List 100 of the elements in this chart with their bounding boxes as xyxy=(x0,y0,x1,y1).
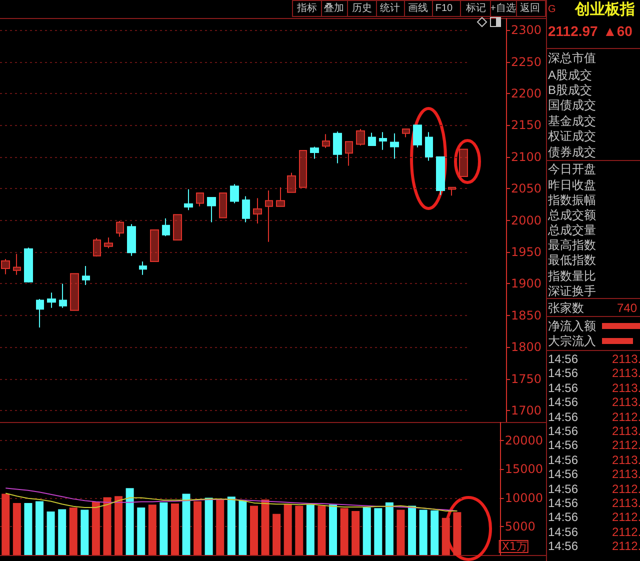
y-tick-label: 1750 xyxy=(511,372,542,386)
text: 2112.97 xyxy=(548,23,598,39)
text: 指数量比 xyxy=(548,269,596,283)
candlestick xyxy=(24,247,33,283)
candlestick xyxy=(459,148,468,178)
text: 2113. xyxy=(612,452,640,467)
candlestick xyxy=(448,186,456,196)
y-tick-label: 1850 xyxy=(511,308,542,322)
candlestick xyxy=(390,132,399,160)
bar xyxy=(272,514,281,555)
text: 深证换手 xyxy=(548,284,596,298)
y-tick-label: 5000 xyxy=(504,519,536,534)
text: 2113. xyxy=(612,380,640,395)
bar xyxy=(182,494,190,555)
bar xyxy=(46,512,55,555)
candlestick xyxy=(402,128,410,138)
candlestick xyxy=(93,238,101,257)
text: 14:56 xyxy=(548,395,578,410)
candlestick xyxy=(196,192,204,207)
bar xyxy=(24,502,32,555)
y-tick-label: 15000 xyxy=(504,462,544,476)
candlestick xyxy=(287,172,296,193)
bar xyxy=(261,500,270,555)
text: 历史 xyxy=(352,3,372,15)
bar xyxy=(227,496,236,555)
text: G xyxy=(548,4,556,16)
text: 昨日收盘 xyxy=(548,178,596,192)
text: 14:56 xyxy=(548,452,578,467)
text: B股成交 xyxy=(548,83,592,97)
text: 14:56 xyxy=(548,410,578,424)
candlestick xyxy=(242,196,250,223)
text: 2112. xyxy=(612,410,640,424)
bar xyxy=(12,502,21,555)
bar xyxy=(419,510,428,555)
text: 14:56 xyxy=(548,539,578,554)
bar xyxy=(396,510,405,555)
y-axis-title: X1万 xyxy=(502,540,528,553)
bar xyxy=(80,510,89,555)
candlestick xyxy=(368,132,376,146)
candlestick xyxy=(356,128,365,146)
bar xyxy=(137,508,146,555)
candlestick xyxy=(47,292,56,308)
candlestick xyxy=(1,258,10,275)
y-tick-label: 2250 xyxy=(511,54,542,69)
bar xyxy=(36,501,44,555)
candlestick xyxy=(139,261,147,276)
candlestick xyxy=(82,265,90,286)
text: 深总市值 xyxy=(548,51,596,65)
text: 2113. xyxy=(612,366,640,380)
y-tick-label: 1700 xyxy=(511,404,542,418)
text: 指数振幅 xyxy=(548,193,596,207)
bar xyxy=(170,504,179,555)
bar xyxy=(92,502,100,555)
bar xyxy=(362,508,371,555)
text: 14:56 xyxy=(548,352,578,366)
text: 14:56 xyxy=(548,424,578,438)
text: 总成交额 xyxy=(548,208,596,222)
text: 净流入额 xyxy=(548,319,596,333)
text: 14:56 xyxy=(548,438,578,452)
bar xyxy=(408,506,416,555)
bar xyxy=(2,494,10,555)
text: 2112. xyxy=(612,524,640,539)
text: 创业板指 xyxy=(575,1,635,18)
text: 画线 xyxy=(408,3,428,15)
bar xyxy=(238,500,247,555)
text: +自选 xyxy=(490,3,516,15)
text: ▲60 xyxy=(603,23,632,39)
text: A股成交 xyxy=(548,68,592,82)
text: 14:56 xyxy=(548,366,578,380)
text: 2113. xyxy=(612,395,640,410)
text: 张家数 xyxy=(548,301,584,315)
candlestick xyxy=(184,188,193,211)
bar xyxy=(442,518,450,555)
y-tick-label: 20000 xyxy=(504,434,544,448)
y-tick-label: 1800 xyxy=(511,340,542,354)
text: 2113. xyxy=(612,496,640,510)
candlestick xyxy=(276,186,285,207)
text: 标记 xyxy=(466,3,486,15)
candlestick xyxy=(104,236,113,249)
bar xyxy=(58,509,66,555)
bar xyxy=(284,504,292,555)
text: F10 xyxy=(435,3,453,15)
bar xyxy=(194,501,202,555)
text: 740 xyxy=(617,301,638,315)
y-tick-label: 2200 xyxy=(511,86,542,100)
text: 14:56 xyxy=(548,510,578,524)
text: 国债成交 xyxy=(548,98,596,112)
text: 今日开盘 xyxy=(548,162,596,176)
candlestick xyxy=(150,229,159,262)
bar xyxy=(295,506,304,555)
candlestick xyxy=(310,146,319,160)
text: 14:56 xyxy=(548,467,578,482)
candlestick xyxy=(299,150,307,188)
candlestick xyxy=(253,198,262,224)
bar xyxy=(103,497,112,555)
candlestick xyxy=(219,192,227,218)
text: 最低指数 xyxy=(548,253,596,267)
line-series xyxy=(5,488,458,512)
line-series xyxy=(5,492,458,512)
bar xyxy=(69,508,78,555)
